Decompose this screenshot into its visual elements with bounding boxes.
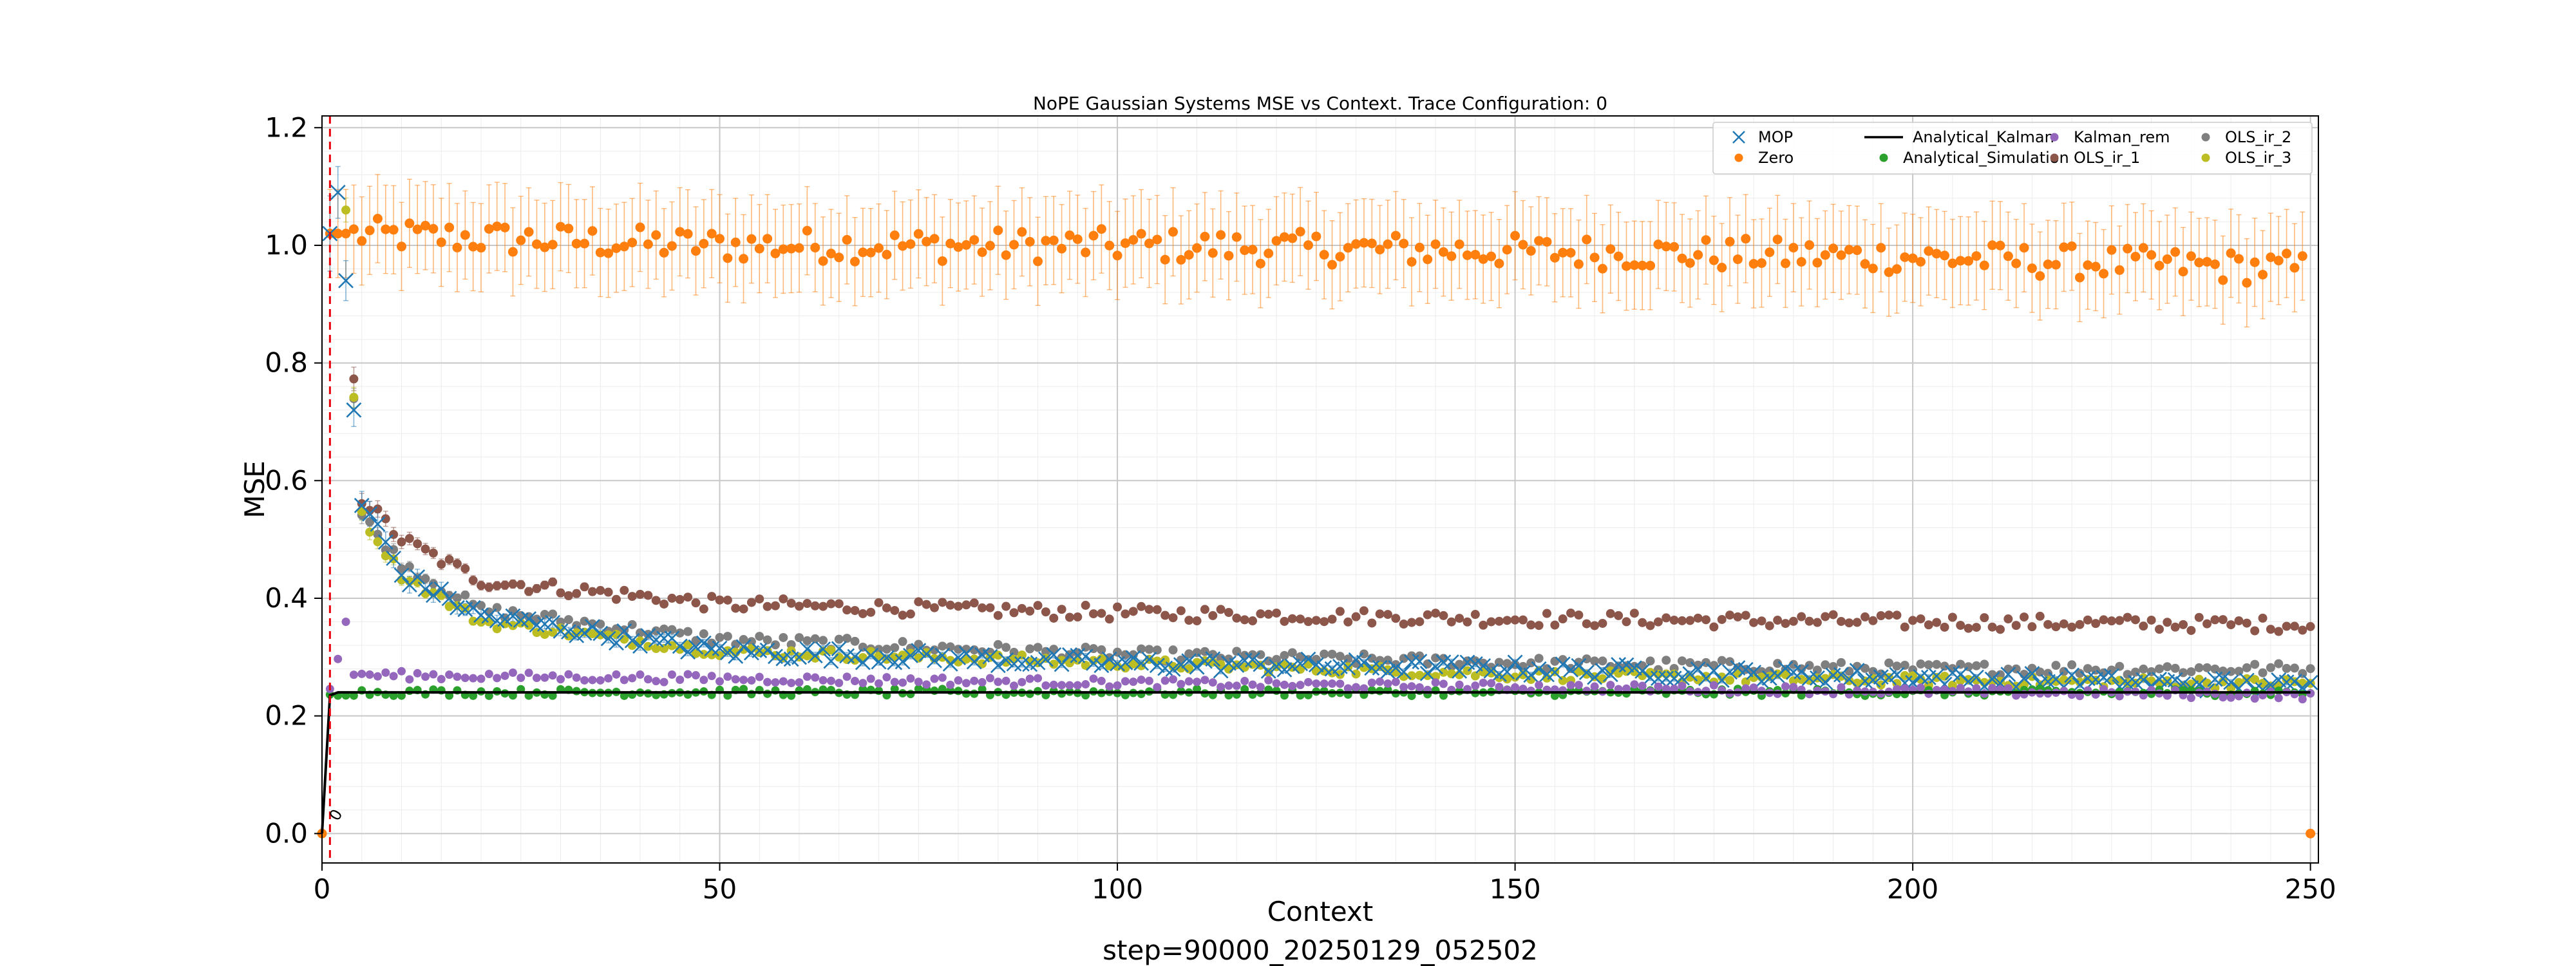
plot-area: 0 [317, 115, 2319, 864]
chart-title: NoPE Gaussian Systems MSE vs Context. Tr… [1033, 93, 1607, 114]
plot-background [322, 116, 2318, 863]
